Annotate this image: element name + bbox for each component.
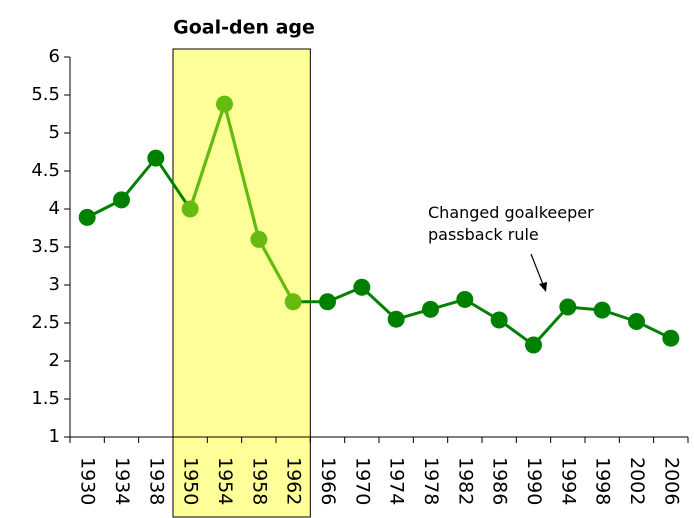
annotation-arrow bbox=[530, 253, 545, 288]
y-tick-label: 1.5 bbox=[31, 388, 60, 409]
x-tick-label: 1930 bbox=[77, 457, 99, 505]
x-tick-label: 1990 bbox=[523, 457, 545, 505]
point bbox=[456, 290, 474, 308]
annotation: passback rule bbox=[428, 225, 539, 244]
y-tick-label: 3 bbox=[49, 274, 60, 295]
x-tick-label: 1938 bbox=[145, 457, 167, 505]
x-tick-label: 1958 bbox=[248, 457, 270, 505]
point bbox=[662, 329, 680, 347]
x-tick-label: 1978 bbox=[420, 457, 442, 505]
x-tick-label: 1934 bbox=[111, 457, 133, 505]
point bbox=[147, 149, 165, 167]
point bbox=[78, 208, 96, 226]
y-tick-label: 1 bbox=[49, 426, 60, 447]
x-tick-label: 1982 bbox=[454, 457, 476, 505]
x-tick-label: 1950 bbox=[180, 457, 202, 505]
x-tick-label: 1974 bbox=[386, 457, 408, 505]
point bbox=[628, 312, 645, 330]
x-tick-label: 1962 bbox=[283, 457, 305, 505]
point bbox=[593, 301, 611, 319]
y-tick-label: 5.5 bbox=[31, 84, 60, 105]
point bbox=[319, 293, 336, 311]
highlight-band bbox=[172, 48, 311, 518]
arrow-head bbox=[539, 282, 547, 292]
x-tick-label: 1966 bbox=[317, 457, 339, 505]
y-tick-label: 6 bbox=[49, 46, 60, 67]
y-tick-label: 2.5 bbox=[31, 312, 60, 333]
x-tick-label: 1986 bbox=[489, 457, 511, 505]
point bbox=[490, 311, 508, 329]
y-tick-label: 4.5 bbox=[31, 160, 60, 181]
point bbox=[559, 298, 577, 316]
annotation: Changed goalkeeper bbox=[428, 203, 594, 222]
x-tick-label: 1954 bbox=[214, 457, 236, 505]
point bbox=[181, 200, 199, 218]
y-tick-label: 3.5 bbox=[31, 236, 60, 257]
point bbox=[422, 300, 439, 318]
y-tick-label: 2 bbox=[49, 350, 60, 371]
point bbox=[113, 191, 130, 209]
y-tick-label: 5 bbox=[49, 122, 60, 143]
y-tick-label: 4 bbox=[49, 198, 60, 219]
point bbox=[525, 336, 542, 354]
point bbox=[353, 278, 371, 296]
point bbox=[250, 230, 268, 248]
x-tick-label: 1994 bbox=[557, 457, 579, 505]
x-tick-label: 2002 bbox=[626, 457, 648, 505]
point bbox=[387, 310, 405, 328]
x-tick-label: 1998 bbox=[592, 457, 614, 505]
highlight-line bbox=[188, 98, 295, 303]
x-tick-label: 1970 bbox=[351, 457, 373, 505]
point bbox=[216, 95, 233, 113]
x-tick-label: 2006 bbox=[660, 457, 682, 505]
chart-title: Goal-den age bbox=[173, 17, 315, 39]
point bbox=[284, 293, 302, 311]
